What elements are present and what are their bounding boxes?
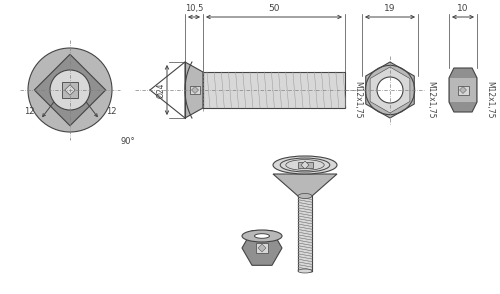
Bar	[298, 196, 312, 271]
Ellipse shape	[254, 234, 270, 238]
Text: M12x1,75: M12x1,75	[353, 81, 362, 119]
Circle shape	[28, 48, 112, 132]
Bar	[450, 78, 475, 102]
Polygon shape	[273, 174, 337, 196]
Bar	[203, 72, 345, 108]
Polygon shape	[65, 85, 75, 95]
Text: M12x1,75: M12x1,75	[485, 81, 494, 119]
Polygon shape	[192, 86, 198, 93]
Text: 19: 19	[384, 4, 396, 13]
Circle shape	[50, 70, 90, 110]
Text: 90°: 90°	[120, 138, 136, 146]
Text: 10: 10	[457, 4, 469, 13]
Ellipse shape	[298, 193, 312, 198]
Text: 12: 12	[24, 107, 34, 116]
Text: Ø24: Ø24	[156, 82, 165, 98]
Circle shape	[377, 77, 403, 103]
Bar	[458, 86, 469, 95]
Polygon shape	[460, 86, 466, 93]
Polygon shape	[370, 67, 410, 113]
Polygon shape	[301, 161, 309, 169]
Bar	[62, 82, 78, 98]
Text: M12x1,75: M12x1,75	[426, 81, 435, 119]
Ellipse shape	[242, 230, 282, 242]
Polygon shape	[242, 231, 282, 265]
Text: 10,5: 10,5	[185, 4, 203, 13]
Ellipse shape	[273, 156, 337, 174]
Bar	[298, 162, 313, 168]
Polygon shape	[366, 62, 414, 118]
Bar	[256, 243, 268, 253]
Bar	[190, 86, 200, 94]
Polygon shape	[449, 68, 477, 112]
Text: 50: 50	[268, 4, 280, 13]
Polygon shape	[258, 244, 266, 252]
Ellipse shape	[298, 269, 312, 273]
Polygon shape	[185, 62, 203, 118]
Text: 12: 12	[106, 107, 116, 116]
Polygon shape	[34, 54, 106, 126]
